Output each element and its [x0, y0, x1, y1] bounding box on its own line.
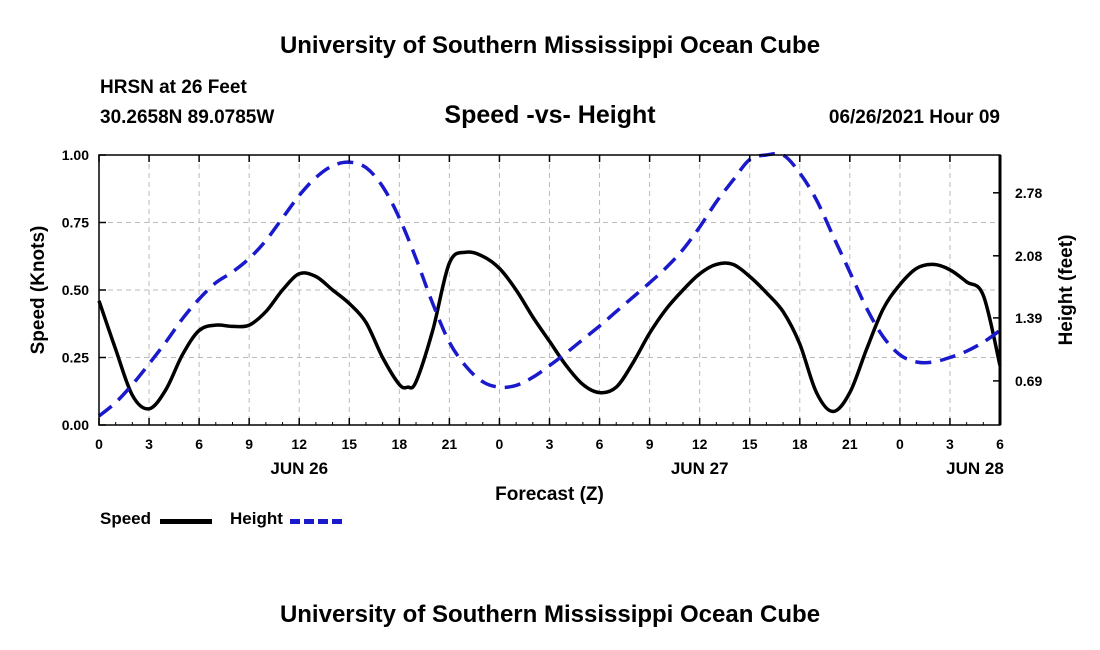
axis-labels: 0 3 6 9 12 15 18 21 0 3 6 9 12 15 18 21 0 3 6 0.00 0.25 0.50 0…	[28, 147, 1077, 505]
y-right-axis-title: Height (feet)	[1056, 235, 1077, 346]
legend-speed-label: Speed	[100, 509, 152, 528]
x-tick-label: 6	[195, 436, 203, 452]
y-left-tick-label: 0.00	[62, 417, 89, 433]
station-label: HRSN at 26 Feet	[100, 77, 247, 98]
legend-height-swatch	[290, 519, 342, 524]
x-tick-label: 15	[742, 436, 758, 452]
x-tick-label: 18	[392, 436, 408, 452]
date-label: JUN 27	[671, 459, 729, 478]
y-left-tick-label: 0.25	[62, 350, 89, 366]
x-tick-label: 15	[341, 436, 357, 452]
x-tick-label: 0	[496, 436, 504, 452]
legend-height-label: Height	[230, 509, 283, 528]
x-tick-label: 3	[946, 436, 954, 452]
x-tick-label: 12	[291, 436, 307, 452]
x-tick-label: 9	[646, 436, 654, 452]
x-tick-label: 18	[792, 436, 808, 452]
y-right-tick-label: 2.08	[1015, 248, 1042, 264]
x-tick-label: 6	[996, 436, 1004, 452]
x-tick-label: 3	[145, 436, 153, 452]
top-title: University of Southern Mississippi Ocean…	[279, 32, 821, 59]
y-right-tick-label: 2.78	[1015, 185, 1042, 201]
x-tick-label: 21	[442, 436, 458, 452]
bottom-title: University of Southern Mississippi Ocean…	[279, 601, 821, 628]
x-axis-title: Forecast (Z)	[495, 484, 604, 505]
x-tick-label: 9	[245, 436, 253, 452]
date-label: JUN 28	[946, 459, 1004, 478]
grid-lines	[99, 155, 1000, 425]
y-right-tick-label: 0.69	[1015, 373, 1042, 389]
chart-title: Speed -vs- Height	[444, 101, 656, 129]
y-left-tick-label: 0.50	[62, 282, 89, 298]
speed-series-line	[97, 250, 1002, 414]
coordinates-label: 30.2658N 89.0785W	[100, 107, 275, 128]
x-tick-label: 6	[596, 436, 604, 452]
x-tick-label: 12	[692, 436, 708, 452]
series-lines	[97, 151, 1002, 418]
x-tick-label: 0	[95, 436, 103, 452]
datetime-label: 06/26/2021 Hour 09	[828, 107, 1000, 128]
axis-ticks	[98, 154, 1002, 426]
legend-speed-swatch	[160, 519, 212, 524]
y-left-axis-title: Speed (Knots)	[28, 226, 49, 355]
x-tick-label: 21	[842, 436, 858, 452]
y-right-tick-label: 1.39	[1015, 310, 1042, 326]
y-left-tick-label: 1.00	[62, 147, 89, 163]
date-label: JUN 26	[270, 459, 328, 478]
y-left-tick-label: 0.75	[62, 215, 89, 231]
x-tick-label: 3	[546, 436, 554, 452]
x-tick-label: 0	[896, 436, 904, 452]
height-series-line	[97, 151, 1001, 418]
